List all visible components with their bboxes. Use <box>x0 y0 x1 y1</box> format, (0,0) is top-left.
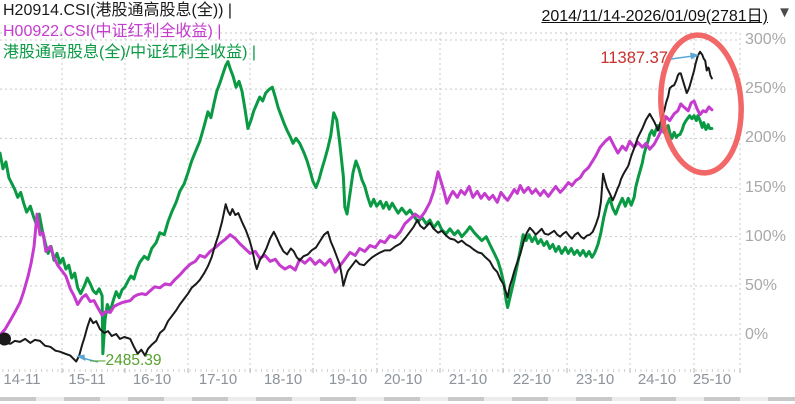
x-axis-label: 19-10 <box>328 371 368 388</box>
y-axis-label: 0% <box>745 326 769 343</box>
high-arrow-head <box>690 52 699 60</box>
x-axis-label: 23-10 <box>575 371 615 388</box>
y-axis-label: 250% <box>745 80 786 98</box>
high-value-label: 11387.37 <box>600 49 668 67</box>
legend-item-ratio[interactable]: 港股通高股息(全)/中证红利全收益) | <box>3 44 257 61</box>
y-axis-label: 50% <box>745 276 778 294</box>
legend: H20914.CSI(港股通高股息(全)) | H00922.CSI(中证红利全… <box>3 0 256 63</box>
caret-down-icon[interactable]: ▼ <box>777 4 792 21</box>
timeline-scrollbar[interactable] <box>0 397 795 401</box>
series-line-h20914 <box>0 50 713 363</box>
highlight-ellipse <box>658 32 744 176</box>
y-axis-label: 100% <box>745 227 786 245</box>
series-start-marker <box>0 332 11 346</box>
legend-item-h00922[interactable]: H00922.CSI(中证红利全收益) | <box>3 23 222 40</box>
y-axis-label: 150% <box>745 178 786 196</box>
x-axis-label: 17-10 <box>198 371 238 388</box>
low-arrow-head <box>76 354 86 361</box>
x-axis-label: 20-10 <box>383 371 423 388</box>
low-value-label: —2485.39 <box>90 352 162 369</box>
x-axis-label: 18-10 <box>263 371 303 388</box>
x-axis-label: 15-11 <box>68 371 106 388</box>
y-axis-label: 200% <box>745 129 786 147</box>
y-axis-label: 300% <box>745 31 786 48</box>
series-line-h00922 <box>0 99 714 337</box>
x-axis-label: 24-10 <box>637 371 677 388</box>
series-line-ratio <box>0 60 714 356</box>
high-arrow <box>670 55 694 60</box>
x-axis-label: 22-10 <box>512 371 552 388</box>
x-axis-label: 16-10 <box>132 371 172 388</box>
legend-item-h20914[interactable]: H20914.CSI(港股通高股息(全)) | <box>3 2 233 19</box>
x-axis-label: 25-10 <box>692 371 732 388</box>
date-range-selector[interactable]: 2014/11/14-2026/01/09(2781日) <box>541 8 768 25</box>
x-axis-label: 21-10 <box>448 371 488 388</box>
x-axis-label: 14-11 <box>3 371 41 388</box>
